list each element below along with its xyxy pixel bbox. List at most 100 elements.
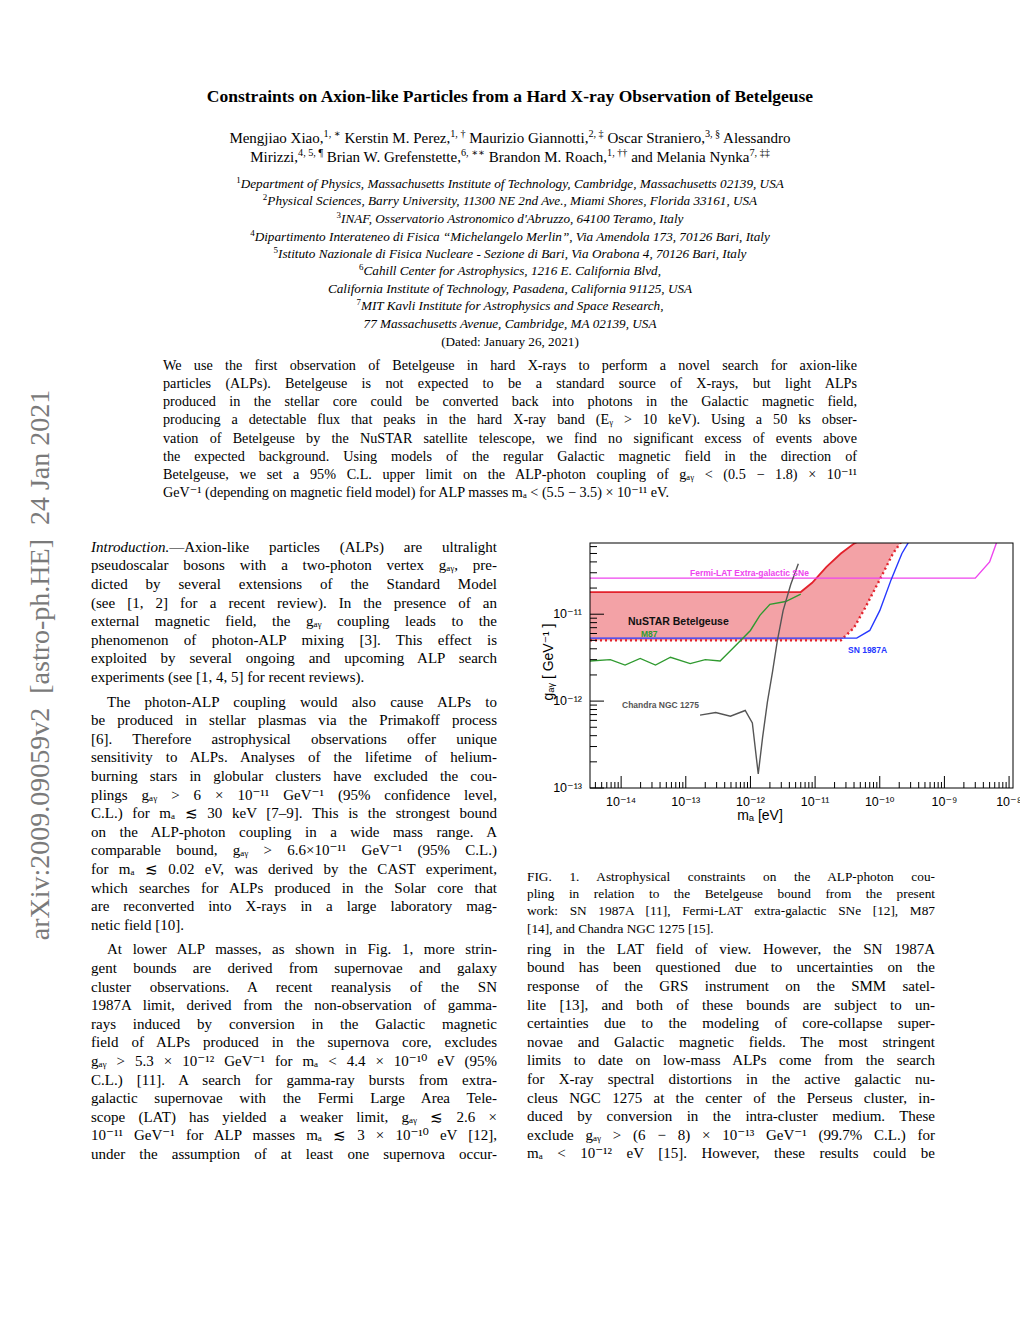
page: arXiv:2009.09059v2 [astro-ph.HE] 24 Jan … bbox=[0, 0, 1020, 1320]
minor-tick bbox=[590, 588, 597, 589]
superscript: 1 bbox=[236, 175, 240, 185]
abstract-line: GeV⁻¹ (depending on magnetic field model… bbox=[163, 485, 669, 499]
limit-curve bbox=[590, 543, 870, 592]
minor-tick bbox=[590, 674, 597, 675]
text-run: pseudoscalar bosons with a two-photon ve… bbox=[91, 557, 497, 573]
minor-tick bbox=[730, 782, 731, 788]
text-run: Oscar Straniero, bbox=[604, 130, 705, 146]
affiliation: 7MIT Kavli Institute for Astrophysics an… bbox=[356, 299, 663, 312]
text-run: We use the first observation of Betelgeu… bbox=[163, 357, 857, 373]
affiliation: 5Istituto Nazionale di Fisica Nucleare -… bbox=[274, 247, 747, 260]
body-line: sensitivity to ALPs. Analyses of the lif… bbox=[91, 750, 497, 765]
text-run: Kerstin M. Perez, bbox=[341, 130, 451, 146]
text-run: lite [13], and both of these bounds are … bbox=[527, 997, 935, 1013]
caption-line: pling in relation to the Betelgeuse boun… bbox=[527, 887, 935, 900]
x-tick bbox=[685, 776, 686, 788]
limit-curve bbox=[700, 564, 798, 774]
x-tick bbox=[944, 776, 945, 788]
superscript: 3, § bbox=[705, 128, 720, 139]
series-label: NuSTAR Betelgeuse bbox=[628, 615, 729, 627]
affiliation: 4Dipartimento Interateneo di Fisica “Mic… bbox=[250, 230, 770, 243]
x-tick bbox=[815, 776, 816, 788]
text-run: Brian W. Grefenstette, bbox=[323, 149, 461, 165]
minor-tick bbox=[651, 782, 652, 788]
minor-tick bbox=[590, 572, 597, 573]
y-tick bbox=[590, 788, 604, 789]
text-run: are reconverted into X-rays in a large l… bbox=[91, 898, 497, 914]
limit-curve bbox=[590, 543, 912, 638]
x-tick bbox=[879, 776, 880, 788]
text-run: netic field [10]. bbox=[91, 917, 184, 933]
text-run: Constraints on Axion-like Particles from… bbox=[207, 86, 813, 106]
series-label: M87 bbox=[641, 629, 658, 639]
minor-tick bbox=[845, 782, 846, 788]
abstract-line: Betelgeuse, we set a 95% C.L. upper limi… bbox=[163, 467, 857, 481]
body-line: The photon-ALP coupling would also cause… bbox=[107, 695, 497, 710]
minor-tick bbox=[744, 782, 745, 788]
body-line: field of ALPs produced in the supernova … bbox=[91, 1035, 497, 1050]
body-line: Introduction.—Axion-like particles (ALPs… bbox=[91, 540, 497, 555]
body-line: external magnetic field, the gₐᵧ couplin… bbox=[91, 614, 497, 629]
superscript: 6, ∗∗ bbox=[461, 147, 485, 158]
minor-tick bbox=[614, 782, 615, 788]
minor-tick bbox=[611, 782, 612, 788]
y-tick-label: 10⁻¹³ bbox=[553, 781, 582, 795]
superscript: 2 bbox=[263, 192, 267, 202]
minor-tick bbox=[666, 782, 667, 788]
superscript: 7 bbox=[356, 297, 360, 307]
minor-tick bbox=[941, 782, 942, 788]
body-line: lite [13], and both of these bounds are … bbox=[527, 998, 935, 1013]
caption-line: work: SN 1987A [11], Fermi-LAT extra-gal… bbox=[527, 904, 935, 917]
text-run: Mengjiao Xiao, bbox=[229, 130, 323, 146]
body-line: under the assumption of at least one sup… bbox=[91, 1147, 497, 1162]
minor-tick bbox=[999, 782, 1000, 788]
body-line: 1987A limit, derived from the non-observ… bbox=[91, 998, 497, 1013]
body-line: for X-ray spectral distortions in the ac… bbox=[527, 1072, 935, 1087]
text-run: particles (ALPs). Betelgeuse is not expe… bbox=[163, 375, 857, 391]
text-run: Introduction. bbox=[91, 539, 169, 555]
body-line: are reconverted into X-rays in a large l… bbox=[91, 899, 497, 914]
minor-tick bbox=[590, 553, 597, 554]
body-line: for mₐ ≲ 0.02 eV, was derived by the CAS… bbox=[91, 862, 497, 877]
superscript: 1, † bbox=[450, 128, 465, 139]
y-tick bbox=[590, 614, 604, 615]
text-run: mₐ < 10⁻¹² eV [15]. However, these resul… bbox=[527, 1145, 935, 1161]
text-run: under the assumption of at least one sup… bbox=[91, 1146, 497, 1162]
plot-frame bbox=[590, 543, 1013, 788]
text-run: Physical Sciences, Barry University, 113… bbox=[267, 193, 757, 208]
minor-tick bbox=[789, 782, 790, 788]
minor-tick bbox=[876, 782, 877, 788]
x-tick bbox=[1009, 776, 1010, 788]
minor-tick bbox=[747, 782, 748, 788]
text-run: experiments (see [1, 4, 5] for recent re… bbox=[91, 669, 364, 685]
text-run: [6]. Therefore astrophysical observation… bbox=[91, 731, 497, 747]
body-line: C.L.) for mₐ ≲ 30 keV [7–9]. This is the… bbox=[91, 806, 497, 821]
text-run: and Melania Nynka bbox=[627, 149, 749, 165]
minor-tick bbox=[860, 782, 861, 788]
text-run: C.L.) for mₐ ≲ 30 keV [7–9]. This is the… bbox=[91, 805, 497, 821]
minor-tick bbox=[716, 782, 717, 788]
text-run: exclude gₐᵧ > (6 − 8) × 10⁻¹³ GeV⁻¹ (99.… bbox=[527, 1127, 935, 1143]
minor-tick bbox=[590, 627, 597, 628]
body-line: cleus NGC 1275 at the center of the Pers… bbox=[527, 1091, 935, 1106]
x-tick-label: 10⁻¹⁴ bbox=[606, 795, 636, 809]
minor-tick bbox=[640, 782, 641, 788]
text-run: —Axion-like particles (ALPs) are ultrali… bbox=[169, 539, 497, 555]
minor-tick bbox=[606, 782, 607, 788]
minor-tick bbox=[618, 782, 619, 788]
minor-tick bbox=[781, 782, 782, 788]
minor-tick bbox=[590, 648, 597, 649]
text-run: work: SN 1987A [11], Fermi-LAT extra-gal… bbox=[527, 903, 935, 918]
minor-tick bbox=[590, 633, 597, 634]
minor-tick bbox=[975, 782, 976, 788]
abstract-line: the expected background. Using models of… bbox=[163, 449, 857, 463]
x-tick-label: 10⁻⁹ bbox=[931, 795, 957, 809]
abstract-line: vation of Betelgeuse by the NuSTAR satel… bbox=[163, 431, 857, 445]
text-run: scope (LAT) has yielded a weaker limit, … bbox=[91, 1109, 497, 1125]
body-line: dicted by several extensions of the Stan… bbox=[91, 577, 497, 592]
affiliation: 1Department of Physics, Massachusetts In… bbox=[236, 177, 784, 190]
body-line: C.L.) [11]. A search for gamma-ray burst… bbox=[91, 1073, 497, 1088]
superscript: 5 bbox=[274, 245, 278, 255]
text-run: external magnetic field, the gₐᵧ couplin… bbox=[91, 613, 497, 629]
abstract-line: We use the first observation of Betelgeu… bbox=[163, 358, 857, 372]
